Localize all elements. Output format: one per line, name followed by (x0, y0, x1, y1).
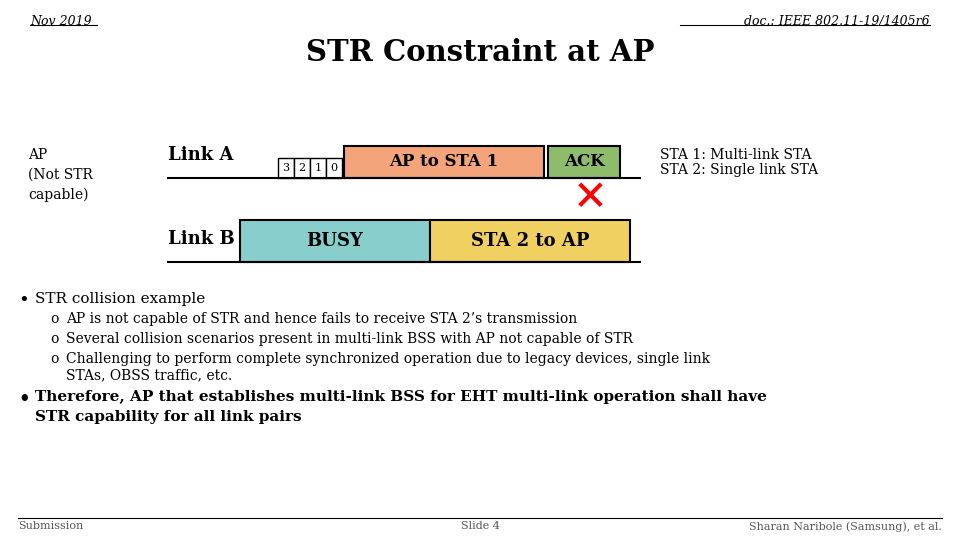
Text: 0: 0 (330, 163, 338, 173)
Text: •: • (18, 292, 29, 310)
Bar (548, 146, 620, 178)
Text: STA 2: Single link STA: STA 2: Single link STA (660, 163, 818, 177)
Text: STAs, OBSS traffic, etc.: STAs, OBSS traffic, etc. (66, 368, 232, 382)
Bar (326, 158, 342, 178)
Text: 3: 3 (282, 163, 290, 173)
Text: •: • (18, 390, 30, 408)
Text: o: o (50, 312, 59, 326)
Text: Therefore, AP that establishes multi-link BSS for EHT multi-link operation shall: Therefore, AP that establishes multi-lin… (35, 390, 767, 404)
Text: AP to STA 1: AP to STA 1 (390, 153, 498, 171)
Text: 1: 1 (315, 163, 322, 173)
Text: Slide 4: Slide 4 (461, 521, 499, 531)
Bar (344, 146, 544, 178)
Text: Challenging to perform complete synchronized operation due to legacy devices, si: Challenging to perform complete synchron… (66, 352, 710, 366)
Text: STA 2 to AP: STA 2 to AP (470, 232, 589, 250)
Text: Sharan Naribole (Samsung), et al.: Sharan Naribole (Samsung), et al. (749, 521, 942, 531)
Text: Several collision scenarios present in multi-link BSS with AP not capable of STR: Several collision scenarios present in m… (66, 332, 633, 346)
Text: STR collision example: STR collision example (35, 292, 205, 306)
Text: AP
(Not STR
capable): AP (Not STR capable) (28, 148, 93, 201)
Text: Submission: Submission (18, 521, 84, 531)
Text: Nov 2019: Nov 2019 (30, 15, 91, 28)
Text: AP is not capable of STR and hence fails to receive STA 2’s transmission: AP is not capable of STR and hence fails… (66, 312, 577, 326)
Bar (310, 158, 326, 178)
Text: Link A: Link A (168, 146, 233, 164)
Text: STR capability for all link pairs: STR capability for all link pairs (35, 410, 301, 424)
Text: STA 1: Multi-link STA: STA 1: Multi-link STA (660, 148, 811, 162)
Text: ✕: ✕ (572, 177, 608, 219)
Bar (294, 158, 310, 178)
Text: 2: 2 (299, 163, 305, 173)
Text: o: o (50, 332, 59, 346)
Bar (278, 158, 294, 178)
Text: o: o (50, 352, 59, 366)
Bar (240, 220, 430, 262)
Text: STR Constraint at AP: STR Constraint at AP (305, 38, 655, 67)
Text: ACK: ACK (564, 153, 604, 171)
Text: Link B: Link B (168, 230, 235, 248)
Bar (430, 220, 630, 262)
Text: BUSY: BUSY (306, 232, 364, 250)
Text: doc.: IEEE 802.11-19/1405r6: doc.: IEEE 802.11-19/1405r6 (744, 15, 930, 28)
